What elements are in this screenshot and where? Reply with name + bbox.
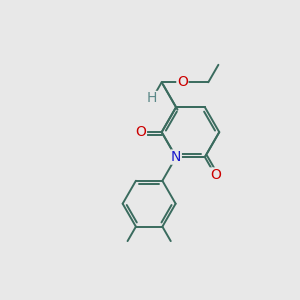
Text: N: N xyxy=(171,150,181,164)
Text: H: H xyxy=(147,92,158,106)
Text: O: O xyxy=(210,168,221,182)
Text: O: O xyxy=(177,75,188,89)
Text: O: O xyxy=(136,125,146,139)
